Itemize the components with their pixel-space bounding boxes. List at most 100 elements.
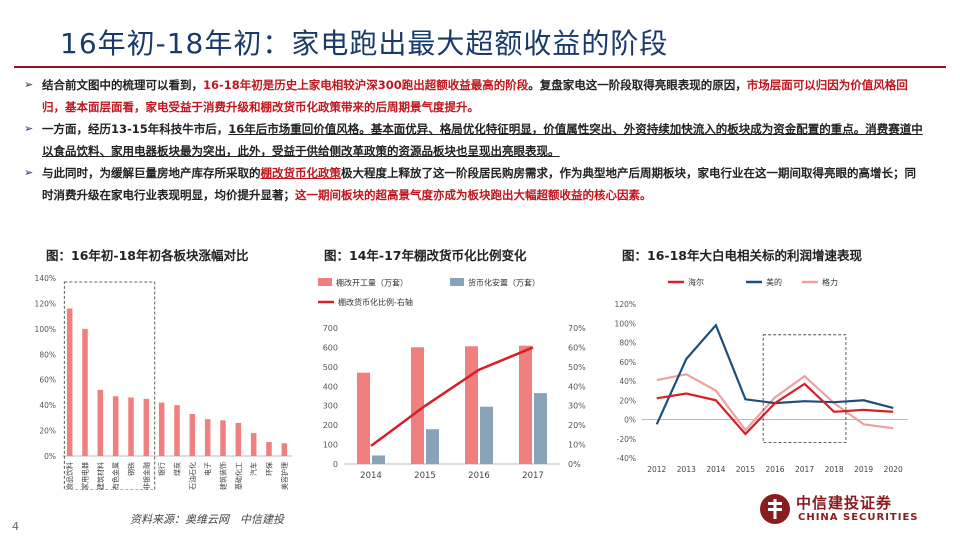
bullet-1-text-1: 结合前文图中的梳理可以看到， [42,78,203,92]
x-tick-label: 钢铁 [127,462,136,476]
bar [66,308,73,456]
logo-text-cn: 中信建投证券 [796,494,893,512]
x-tick-label: 2014 [706,465,725,474]
y-tick-label: 120% [35,299,56,308]
y-tick-label: 100% [35,325,56,334]
x-tick-label: 2020 [884,465,903,474]
y-tick-label: 80% [39,350,56,359]
y-tick-label: 100 [323,441,338,450]
y-tick-label: 140% [35,274,56,283]
x-tick-label: 2016 [765,465,784,474]
y-tick-label: 0% [624,416,636,425]
page-number: 4 [12,520,19,533]
bullet-1-text-3: 。复盘家电这一阶段取得亮眼表现的原因， [528,78,747,92]
bar [250,433,257,456]
x-tick-label: 美容护理 [280,462,289,490]
source-note: 资料来源：奥维云网 中信建投 [130,513,284,526]
x-tick-label: 电子 [203,462,212,476]
x-tick-label: 2017 [795,465,814,474]
arrow-bullet-icon: ➢ [24,78,34,91]
legend-swatch [318,278,332,286]
y-tick-label: 400 [323,382,338,391]
bullet-list: ➢ 结合前文图中的梳理可以看到，16-18年初是历史上家电相较沪深300跑出超额收… [24,74,924,206]
y2-tick-label: 10% [568,441,586,450]
chart3-caption: 图：16-18年大白电相关标的利润增速表现 [622,248,862,263]
arrow-bullet-icon: ➢ [24,122,34,135]
highlight-box [762,334,847,444]
y-tick-label: 120% [615,300,636,309]
y2-tick-label: 0% [568,460,581,469]
y-tick-label: 60% [39,376,56,385]
y-tick-label: 0% [44,452,56,461]
y-tick-label: 300 [323,402,338,411]
bullet-1-text-4: 市场层面可以归因为价值风格回归，基本面层面看，家电受益于消费升级和棚改货币化政策… [42,78,908,114]
x-tick-label: 家用电器 [81,462,90,490]
y-tick-label: 100% [615,319,636,328]
x-tick-label: 有色金属 [111,462,120,490]
line-ratio [370,346,534,447]
x-tick-label: 环保 [265,462,274,476]
bar [174,405,180,456]
y2-tick-label: 20% [568,421,586,430]
bar [128,397,134,456]
y-tick-label: 0 [333,460,338,469]
bar [235,422,242,456]
y-tick-label: 500 [323,363,338,372]
bullet-3-text-4: 这一期间板块的超高景气度亦成为板块跑出大幅超额收益的核心因素。 [295,188,652,202]
bar [189,414,196,456]
bar-huobihua [372,455,385,464]
x-tick-label: 2014 [360,471,382,481]
legend-label: 货币化安置（万套） [468,278,540,288]
bullet-2-text-1: 一方面，经历13-15年科技牛市后， [42,122,229,136]
x-tick-label: 银行 [157,462,166,476]
bar [220,420,226,456]
x-tick-label: 2018 [825,465,844,474]
bar-huobihua [426,429,439,464]
y-tick-label: 20% [39,427,56,436]
x-tick-label: 2016 [468,471,490,481]
bar-kaigong [357,372,370,464]
logo-emblem-icon [760,494,790,524]
bar-kaigong [411,347,424,464]
x-tick-label: 基础化工 [234,462,243,490]
y2-tick-label: 40% [568,382,586,391]
bullet-2-text-2: 16年后市场重回价值风格 [228,122,360,136]
bar-kaigong [519,345,532,464]
x-tick-label: 石油石化 [188,462,197,490]
x-tick-label: 2012 [647,465,666,474]
y-tick-label: -20% [617,435,636,444]
title-divider [14,66,946,68]
bar [82,328,88,456]
bullet-3-text-1: 与此同时，为缓解巨量房地产库存所采取的 [42,166,261,180]
bullet-2: ➢ 一方面，经历13-15年科技牛市后，16年后市场重回价值风格。基本面优异、格局… [24,118,924,162]
legend-swatch [450,278,464,286]
x-tick-label: 2019 [854,465,873,474]
bar [158,402,165,456]
bar-huobihua [534,393,547,464]
y2-tick-label: 30% [568,402,586,411]
series-line [656,382,894,436]
bullet-2-text-3: 。基本面优异、格局优化特征明显，价值属性突出、外资持续加快流入的板块成为资金配置… [42,122,923,158]
y2-tick-label: 60% [568,343,586,352]
x-tick-label: 建筑装饰 [219,462,228,490]
y-tick-label: 20% [619,396,636,405]
logo-text-en: CHINA SECURITIES [798,512,919,523]
profit-growth-chart: 海尔 美的 格力 -40% -20% 0% 20% 40% 60% 80% 100% 120% 2012… [615,277,908,474]
bar [204,419,211,456]
y-tick-label: -40% [617,454,636,463]
bar [97,389,104,456]
highlight-box [63,281,156,490]
y2-tick-label: 50% [568,363,586,372]
x-tick-label: 2013 [677,465,696,474]
y-tick-label: 40% [39,401,56,410]
arrow-bullet-icon: ➢ [24,166,34,179]
y-tick-label: 80% [619,339,636,348]
y-tick-label: 60% [619,358,636,367]
series-line [656,373,894,432]
bar-huobihua [480,406,493,464]
y-tick-label: 700 [323,324,338,333]
page-title: 16年初-18年初：家电跑出最大超额收益的阶段 [60,27,669,60]
legend-label: 美的 [766,277,782,287]
x-tick-label: 食品饮料 [65,462,74,490]
company-logo: 中信建投证券 CHINA SECURITIES [758,490,938,530]
